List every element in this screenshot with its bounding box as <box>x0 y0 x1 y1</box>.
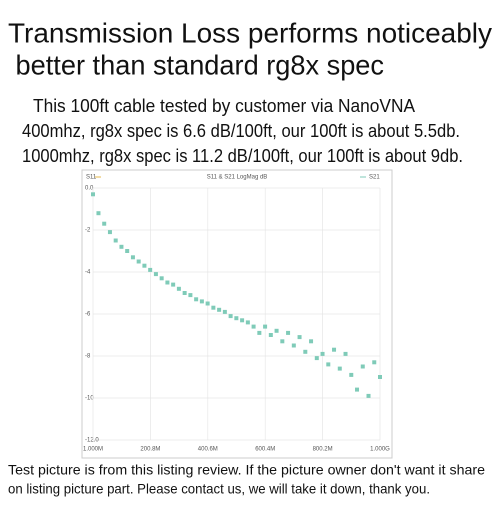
point <box>280 339 285 344</box>
chart-title: S11 & S21 LogMag dB <box>207 175 268 181</box>
point <box>314 356 319 361</box>
point <box>349 372 354 377</box>
point <box>119 244 124 249</box>
point <box>96 211 101 216</box>
point <box>188 293 193 298</box>
point <box>245 320 250 325</box>
point <box>332 347 337 352</box>
point <box>297 335 302 340</box>
point <box>366 393 371 398</box>
x-tick-label: 600.4M <box>255 447 275 453</box>
y-tick-label: -6 <box>85 312 91 318</box>
point <box>228 314 233 319</box>
point <box>171 282 176 287</box>
point <box>320 351 325 356</box>
point <box>159 276 164 281</box>
point <box>199 299 204 304</box>
point <box>274 328 279 333</box>
point <box>343 351 348 356</box>
x-tick-label: 200.8M <box>140 447 160 453</box>
point <box>153 272 158 277</box>
point <box>211 305 216 310</box>
x-tick-label: 1.000G <box>370 447 390 453</box>
point <box>130 255 135 260</box>
point <box>205 301 210 306</box>
point <box>107 230 112 235</box>
y-tick-label: -2 <box>85 228 91 234</box>
point <box>217 307 222 312</box>
y-tick-label: -12.0 <box>85 438 99 444</box>
point <box>148 267 153 272</box>
title: better than standard rg8x spec <box>8 49 384 80</box>
point <box>326 362 331 367</box>
point <box>291 343 296 348</box>
point <box>91 192 95 197</box>
point <box>125 249 130 253</box>
point <box>113 238 118 243</box>
point <box>337 366 342 371</box>
point <box>176 286 181 291</box>
point <box>182 291 187 295</box>
point <box>136 259 141 264</box>
point <box>240 318 245 323</box>
point <box>303 349 308 354</box>
point <box>251 324 256 329</box>
point <box>372 360 377 365</box>
point <box>263 324 268 329</box>
point <box>102 221 107 226</box>
x-tick-label: 800.2M <box>313 447 333 453</box>
footer: on listing picture part. Please contact … <box>8 481 430 497</box>
y-tick-label: -10 <box>85 396 94 402</box>
point <box>378 375 382 379</box>
s11-label: S11 <box>86 175 97 181</box>
point <box>360 364 365 369</box>
legend-label: S21 <box>369 175 380 181</box>
x-tick-label: 400.6M <box>198 447 218 453</box>
point <box>165 280 170 285</box>
title: Transmission Loss performs noticeably <box>8 17 492 48</box>
x-tick-label: 1.000M <box>83 447 103 453</box>
note: 1000mhz, rg8x spec is 11.2 dB/100ft, our… <box>22 146 463 166</box>
point <box>234 316 239 321</box>
point <box>222 309 227 314</box>
point <box>268 333 273 337</box>
point <box>309 339 314 344</box>
point <box>257 330 262 335</box>
point <box>142 263 147 268</box>
point <box>194 297 199 302</box>
y-tick-label: -8 <box>85 354 91 360</box>
note: This 100ft cable tested by customer via … <box>33 96 415 116</box>
point <box>286 330 291 335</box>
y-tick-label: -4 <box>85 270 91 276</box>
note: 400mhz, rg8x spec is 6.6 dB/100ft, our 1… <box>22 121 460 141</box>
point <box>355 387 360 392</box>
y-tick-label: 0.0 <box>85 186 94 192</box>
footer: Test picture is from this listing review… <box>8 462 485 478</box>
